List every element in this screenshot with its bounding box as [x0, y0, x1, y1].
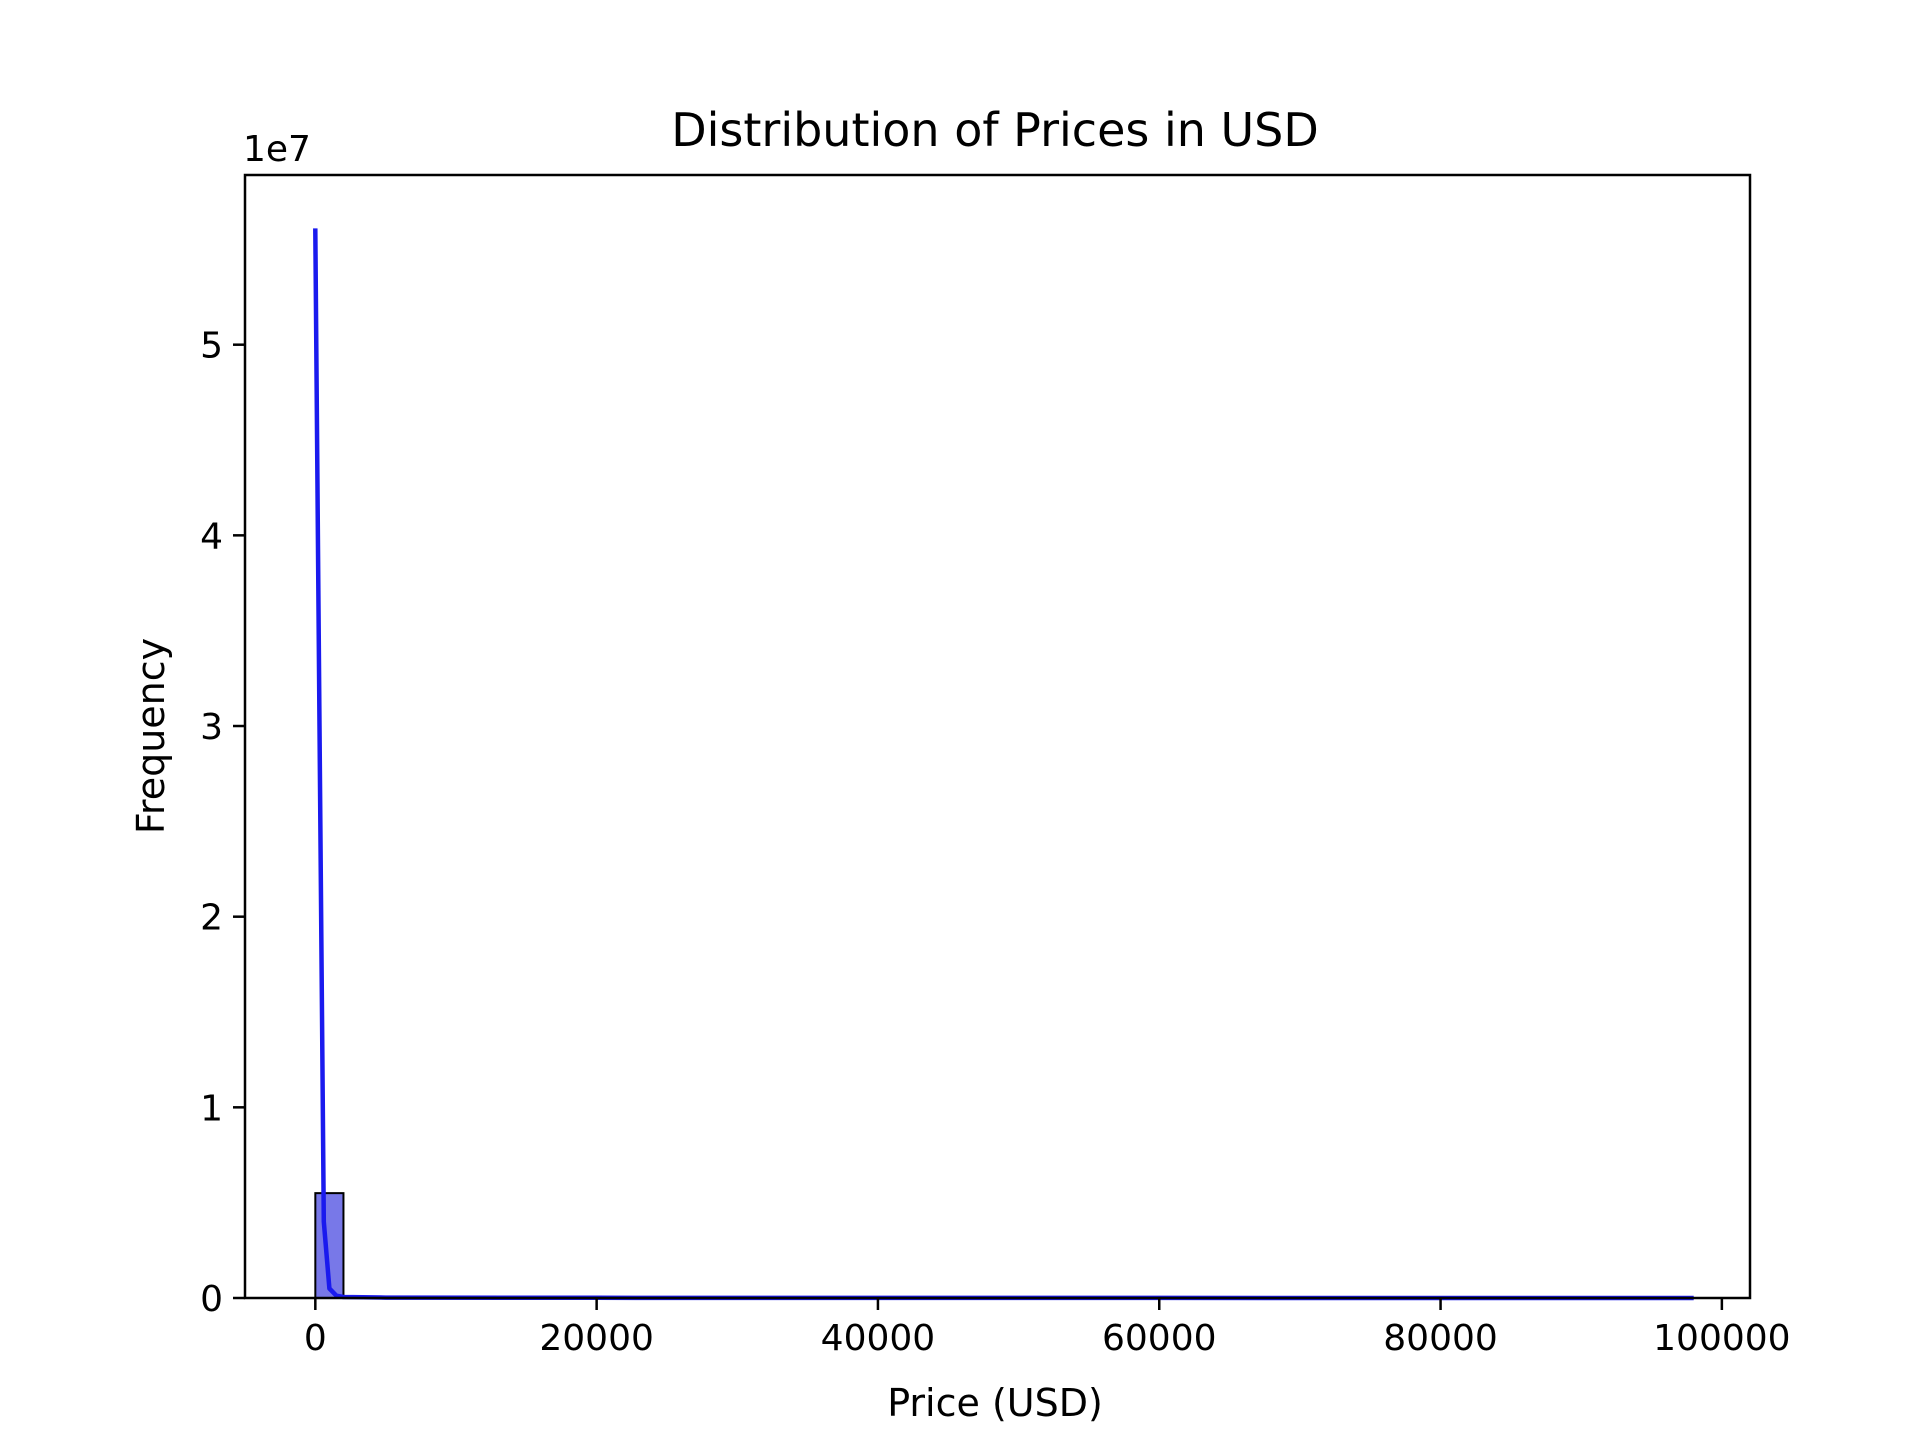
chart-title: Distribution of Prices in USD — [671, 103, 1319, 157]
y-tick-label-1: 1 — [200, 1088, 223, 1129]
x-tick-label-5: 100000 — [1653, 1318, 1790, 1359]
y-axis: 0 1 2 3 4 5 — [200, 326, 245, 1320]
x-tick-label-2: 40000 — [821, 1318, 936, 1359]
x-tick-label-4: 80000 — [1383, 1318, 1498, 1359]
y-tick-label-2: 2 — [200, 898, 223, 939]
y-axis-offset-label: 1e7 — [243, 129, 311, 170]
y-tick-label-4: 4 — [200, 516, 223, 557]
axes-frame — [243, 173, 1752, 1300]
x-tick-label-0: 0 — [304, 1318, 327, 1359]
x-tick-label-1: 20000 — [539, 1318, 654, 1359]
y-tick-label-0: 0 — [200, 1279, 223, 1320]
y-tick-label-5: 5 — [200, 326, 223, 367]
x-axis: 0 20000 40000 60000 80000 100000 — [304, 1298, 1791, 1359]
x-axis-label: Price (USD) — [887, 1381, 1103, 1425]
x-tick-label-3: 60000 — [1102, 1318, 1217, 1359]
y-axis-label: Frequency — [129, 638, 173, 834]
y-tick-label-3: 3 — [200, 707, 223, 748]
